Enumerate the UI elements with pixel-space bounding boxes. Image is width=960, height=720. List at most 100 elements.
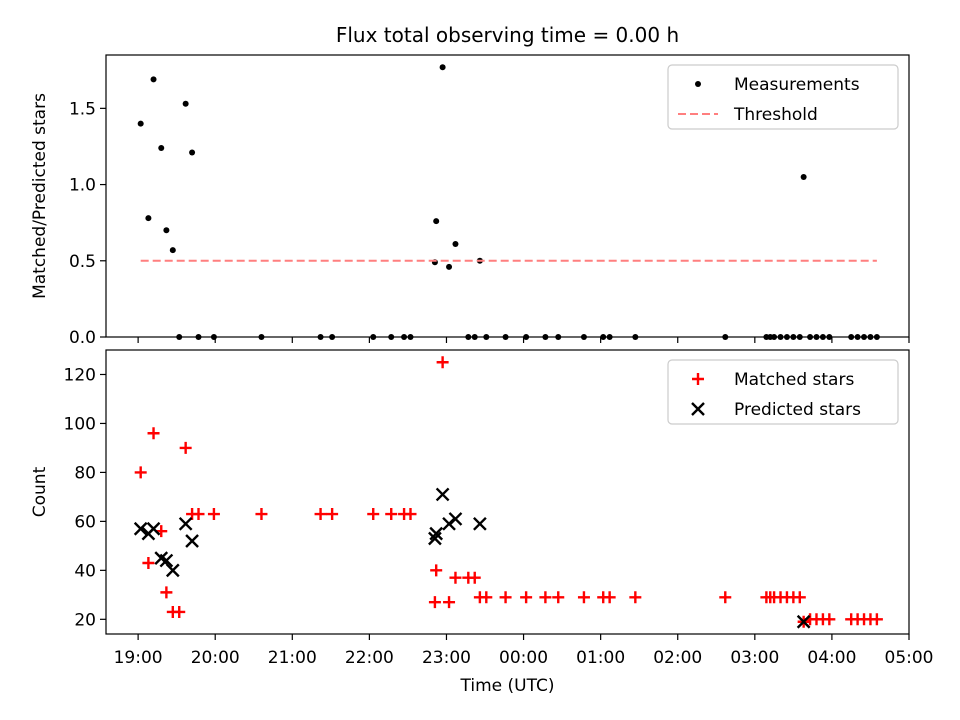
- data-point: [823, 613, 836, 626]
- y-tick-label: 40: [74, 561, 96, 581]
- data-point: [443, 596, 456, 609]
- data-point: [430, 564, 443, 577]
- data-point: [404, 508, 417, 521]
- data-point: [499, 591, 512, 604]
- legend-label: Threshold: [733, 105, 818, 125]
- y-axis-label: Matched/Predicted stars: [30, 93, 50, 299]
- legend-marker: [692, 373, 704, 385]
- series-predicted-stars: [133, 487, 811, 629]
- data-point: [163, 227, 170, 234]
- legend-label: Measurements: [734, 75, 860, 95]
- data-point: [173, 605, 186, 618]
- ratio-plot: Flux total observing time = 0.00 h 0.0 0.5…: [30, 23, 910, 348]
- data-point: [439, 64, 446, 71]
- data-point: [629, 591, 642, 604]
- data-point: [603, 591, 616, 604]
- x-tick-label: 00:00: [499, 648, 548, 668]
- data-point: [719, 591, 732, 604]
- legend-box: [667, 64, 899, 130]
- data-point: [428, 531, 442, 546]
- data-point: [160, 586, 173, 599]
- legend-label: Predicted stars: [734, 400, 861, 420]
- data-point: [452, 241, 459, 248]
- y-tick-label: 60: [74, 512, 96, 532]
- data-point: [793, 591, 806, 604]
- y-tick-label: 20: [74, 610, 96, 630]
- data-point: [428, 596, 441, 609]
- data-point: [134, 466, 147, 479]
- data-point: [314, 508, 327, 521]
- series-matched-stars: [134, 356, 883, 628]
- data-point: [192, 508, 205, 521]
- x-tick-label: 02:00: [653, 648, 702, 668]
- data-point: [158, 144, 165, 151]
- legend: Matched stars Predicted stars: [667, 359, 899, 425]
- data-point: [137, 120, 144, 127]
- y-tick-label: 1.5: [69, 99, 96, 119]
- plot-frame: [105, 54, 910, 338]
- x-tick-label: 01:00: [576, 648, 625, 668]
- data-point: [146, 521, 161, 536]
- legend-marker: [695, 81, 701, 87]
- legend: Measurements Threshold: [667, 64, 899, 130]
- data-point: [182, 100, 189, 107]
- data-point: [446, 263, 453, 270]
- x-tick-label: 03:00: [730, 648, 779, 668]
- x-axis-label: Time (UTC): [460, 676, 555, 696]
- y-tick-label: 0.0: [69, 328, 96, 348]
- plot-frame: [105, 349, 910, 635]
- data-point: [796, 614, 811, 629]
- data-point: [189, 149, 196, 156]
- data-point: [142, 557, 155, 569]
- data-point: [429, 526, 444, 541]
- data-point: [385, 508, 398, 521]
- data-point: [433, 218, 440, 225]
- data-point: [435, 487, 450, 502]
- count-plot: 20 40 60 80 100 120 19:00 20:00 21:00 22:00 23:00 0…: [30, 349, 934, 696]
- data-point: [165, 563, 180, 578]
- data-point: [179, 441, 192, 454]
- y-tick-label: 1.0: [69, 176, 96, 196]
- data-point: [577, 591, 590, 604]
- data-point: [150, 76, 157, 83]
- data-point: [169, 247, 176, 254]
- x-tick-label: 19:00: [114, 648, 163, 668]
- data-point: [520, 591, 533, 604]
- legend-box: [667, 359, 899, 425]
- data-point: [255, 508, 268, 521]
- data-point: [800, 173, 807, 180]
- data-point: [326, 508, 339, 521]
- x-tick-label: 22:00: [345, 648, 394, 668]
- legend-marker: [691, 402, 705, 416]
- x-tick-label: 23:00: [422, 648, 471, 668]
- data-point: [552, 591, 565, 604]
- x-tick-label: 04:00: [807, 648, 856, 668]
- data-point: [145, 215, 152, 222]
- y-tick-label: 100: [64, 414, 96, 434]
- data-point: [468, 571, 481, 584]
- data-point: [473, 516, 487, 531]
- legend-label: Matched stars: [734, 370, 854, 390]
- y-tick-label: 80: [74, 463, 96, 483]
- chart-title: Flux total observing time = 0.00 h: [336, 23, 679, 47]
- data-point: [133, 521, 148, 536]
- data-point: [870, 613, 883, 626]
- data-point: [159, 553, 174, 568]
- y-tick-label: 0.5: [69, 252, 96, 272]
- data-point: [436, 356, 449, 369]
- data-point: [207, 508, 220, 521]
- data-point: [448, 512, 463, 526]
- x-tick-label: 20:00: [191, 648, 240, 668]
- x-tick-label: 21:00: [268, 648, 317, 668]
- data-point: [178, 516, 193, 531]
- data-point: [367, 508, 380, 521]
- data-point: [480, 591, 493, 604]
- data-point: [539, 591, 552, 604]
- data-point: [147, 427, 160, 440]
- data-point: [185, 534, 199, 548]
- data-point: [449, 571, 462, 584]
- y-tick-label: 120: [64, 365, 96, 385]
- x-tick-label: 05:00: [885, 648, 934, 668]
- y-axis-label: Count: [30, 466, 50, 517]
